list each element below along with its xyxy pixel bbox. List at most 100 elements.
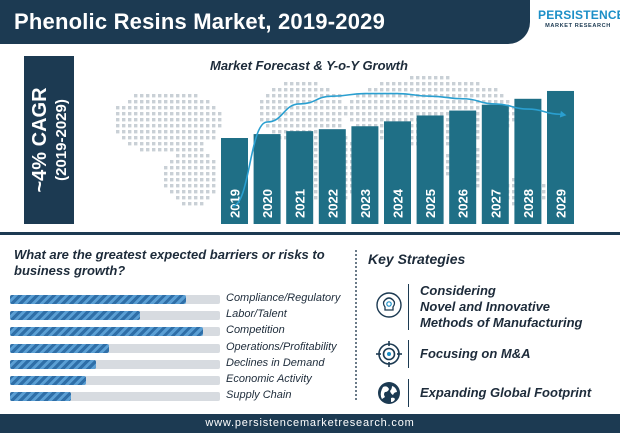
forecast-chart: 2019 2020 2021 2022 2023 2024 2025 2026 2027 2028…: [116, 76, 574, 225]
map-dot: [380, 106, 384, 110]
bar-label-2027: 2027: [488, 189, 503, 218]
map-dot: [290, 118, 294, 122]
map-dot: [194, 112, 198, 116]
map-dot: [362, 100, 366, 104]
map-dot: [320, 94, 324, 98]
map-dot: [386, 100, 390, 104]
map-dot: [410, 100, 414, 104]
map-dot: [164, 100, 168, 104]
risk-bar-track: [10, 392, 220, 402]
map-dot: [416, 112, 420, 116]
map-dot: [452, 94, 456, 98]
growth-line: [232, 92, 561, 207]
map-dot: [212, 184, 216, 188]
footer-url-link[interactable]: www.persistencemarketresearch.com: [205, 417, 415, 429]
risk-bar-track: [10, 311, 220, 321]
map-dot: [212, 136, 216, 140]
map-dot: [278, 94, 282, 98]
map-dot: [446, 112, 450, 116]
map-dot: [428, 82, 432, 86]
map-dot: [182, 190, 186, 194]
map-dot: [482, 94, 486, 98]
map-dot: [428, 106, 432, 110]
brand-logo[interactable]: PERSISTENCE MARKET RESEARCH: [538, 8, 620, 38]
risk-bar-fill: [10, 392, 71, 402]
map-dot: [206, 184, 210, 188]
strategy-label: Considering Novel and Innovative Methods…: [420, 283, 583, 331]
risk-label: Declines in Demand: [226, 356, 325, 369]
risk-label: Compliance/Regulatory: [226, 292, 341, 304]
strategy-item-ma: Focusing on M&A: [368, 340, 618, 370]
map-dot: [218, 118, 222, 122]
map-dot: [428, 112, 432, 116]
map-dot: [122, 112, 126, 116]
map-dot: [140, 148, 144, 152]
map-dot: [212, 112, 216, 116]
map-dot: [404, 82, 408, 86]
column-divider: [355, 250, 357, 400]
map-dot: [218, 112, 222, 116]
map-dot: [314, 100, 318, 104]
map-dot: [194, 166, 198, 170]
map-dot: [176, 196, 180, 200]
map-dot: [170, 190, 174, 194]
map-dot: [122, 130, 126, 134]
risk-label: Economic Activity: [226, 373, 312, 385]
map-dot: [302, 94, 306, 98]
map-dot: [272, 130, 276, 134]
strategy-line: Expanding Global Footprint: [420, 385, 592, 400]
map-dot: [206, 124, 210, 128]
map-dot: [464, 88, 468, 92]
strategy-item-manufacturing: Considering Novel and Innovative Methods…: [368, 282, 618, 332]
map-dot: [290, 94, 294, 98]
map-dot: [134, 106, 138, 110]
map-dot: [290, 124, 294, 128]
map-dot: [512, 196, 516, 200]
map-dot: [170, 136, 174, 140]
map-dot: [266, 118, 270, 122]
bar-2026: [449, 110, 477, 224]
map-dot: [128, 112, 132, 116]
map-dot: [428, 76, 432, 80]
map-dot: [278, 124, 282, 128]
map-dot: [152, 112, 156, 116]
map-dot: [404, 100, 408, 104]
map-dot: [380, 82, 384, 86]
map-dot: [332, 124, 336, 128]
bar-label-2021: 2021: [293, 189, 308, 218]
map-dot: [128, 124, 132, 128]
map-dot: [146, 100, 150, 104]
map-dot: [284, 112, 288, 116]
map-dot: [314, 124, 318, 128]
map-dot: [332, 106, 336, 110]
map-dot: [206, 172, 210, 176]
bar-2028: [514, 98, 542, 224]
map-dot: [176, 172, 180, 176]
map-dot: [122, 106, 126, 110]
map-dot: [446, 130, 450, 134]
strategy-line: Novel and Innovative: [420, 299, 551, 314]
map-dot: [398, 88, 402, 92]
map-dot: [176, 178, 180, 182]
map-dot: [290, 82, 294, 86]
map-dot: [182, 124, 186, 128]
map-dot: [140, 124, 144, 128]
map-dot: [158, 148, 162, 152]
map-dot: [416, 106, 420, 110]
map-dot: [368, 100, 372, 104]
map-dot: [200, 166, 204, 170]
map-dot: [200, 154, 204, 158]
map-dot: [386, 112, 390, 116]
map-dot: [260, 112, 264, 116]
map-dot: [134, 118, 138, 122]
map-dot: [188, 178, 192, 182]
map-dot: [356, 94, 360, 98]
map-dot: [410, 124, 414, 128]
map-dot: [176, 136, 180, 140]
cagr-text-block: ~4% CAGR (2019-2029): [24, 56, 74, 224]
map-dot: [464, 94, 468, 98]
map-dot: [332, 112, 336, 116]
map-dot: [314, 148, 318, 152]
map-dot: [374, 100, 378, 104]
strategy-label: Focusing on M&A: [420, 346, 531, 362]
